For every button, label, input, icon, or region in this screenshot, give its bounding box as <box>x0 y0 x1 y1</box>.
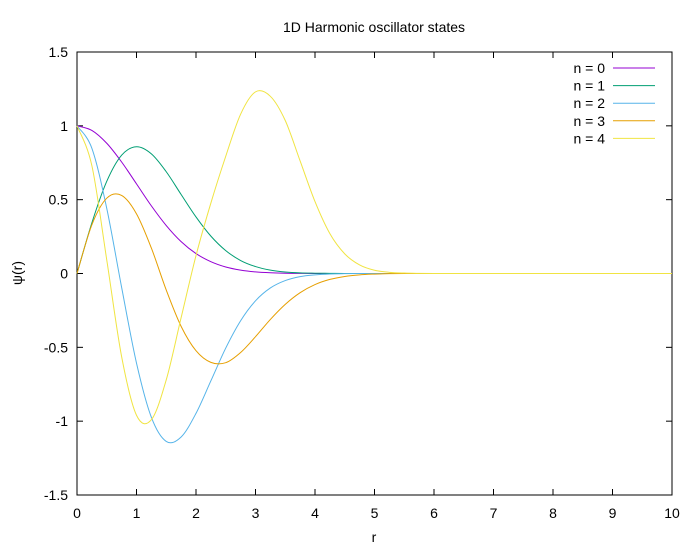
y-tick-label: 0.5 <box>49 192 69 208</box>
x-tick-label: 2 <box>192 505 200 521</box>
y-tick-label: -1.5 <box>44 487 68 503</box>
x-tick-label: 4 <box>311 505 319 521</box>
axis-ticks: 0 1 2 3 4 5 6 7 8 9 10 -1.5 -1 -0.5 0 0.5 1 1.5 <box>44 44 680 521</box>
legend: n = 0 n = 1n = 2 n = 3n = 4 <box>573 60 655 146</box>
y-tick-label: -1 <box>56 413 69 429</box>
legend-label: n = 0 <box>573 60 605 76</box>
y-tick-label: 1 <box>60 118 68 134</box>
chart-title: 1D Harmonic oscillator states <box>283 19 465 35</box>
x-tick-label: 0 <box>73 505 81 521</box>
series-lines <box>76 90 672 444</box>
y-tick-label: 0 <box>60 266 68 282</box>
x-tick-label: 8 <box>549 505 557 521</box>
y-axis-label: ψ(r) <box>9 261 25 285</box>
x-tick-label: 3 <box>252 505 260 521</box>
legend-label: n = 3 <box>573 113 605 129</box>
x-axis-label: r <box>372 529 377 545</box>
x-tick-label: 9 <box>609 505 617 521</box>
x-tick-label: 1 <box>133 505 141 521</box>
y-tick-label: 1.5 <box>49 44 69 60</box>
legend-label: n = 1 <box>573 78 605 94</box>
legend-label: n = 2 <box>573 95 605 111</box>
x-tick-label: 5 <box>371 505 379 521</box>
x-tick-label: 6 <box>430 505 438 521</box>
legend-label: n = 4 <box>573 130 605 146</box>
x-tick-label: 10 <box>664 505 680 521</box>
series-line-n4 <box>76 90 672 425</box>
y-tick-label: -0.5 <box>44 339 68 355</box>
x-tick-label: 7 <box>490 505 498 521</box>
